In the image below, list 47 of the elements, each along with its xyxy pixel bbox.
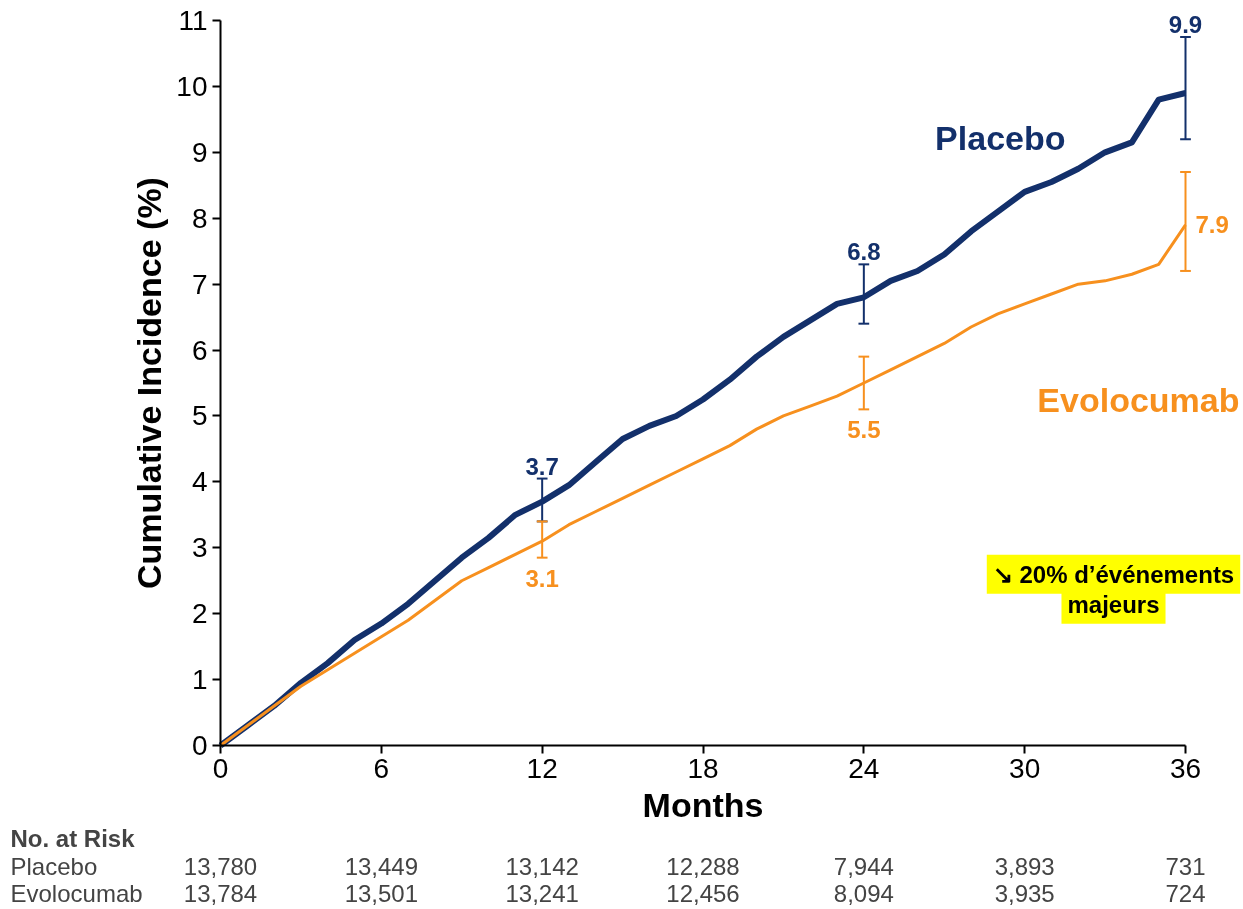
- text: Placebo: [10, 853, 98, 880]
- text: No. at Risk: [10, 825, 136, 852]
- x-tick-label: 0: [212, 752, 229, 784]
- text: 7,944: [833, 853, 894, 880]
- x-tick-label: 6: [373, 752, 390, 784]
- y-tick-label: 4: [191, 466, 208, 498]
- text: 3,935: [994, 880, 1055, 907]
- x-tick-label: 30: [1009, 752, 1041, 784]
- data-label: 3.7: [525, 452, 559, 480]
- series-label: Placebo: [935, 119, 1066, 157]
- text: 13,142: [505, 853, 579, 880]
- annotation: ↘ 20% d’événements majeurs: [992, 560, 1235, 618]
- y-tick-label: 6: [191, 334, 208, 366]
- text: 13,501: [344, 880, 419, 907]
- text: 12,456: [666, 880, 740, 907]
- text: 3,893: [994, 853, 1055, 880]
- y-tick-label: 9: [191, 136, 208, 168]
- data-label: 9.9: [1168, 10, 1203, 38]
- text: 731: [1165, 853, 1206, 880]
- x-tick-label: 24: [848, 752, 880, 784]
- x-tick-label: 36: [1169, 752, 1202, 784]
- text: Evolocumab: [1037, 380, 1240, 419]
- y-tick-label: 11: [178, 5, 208, 36]
- text: Evolocumab: [10, 880, 143, 907]
- y-tick-label: 2: [191, 598, 208, 630]
- data-label: 7.9: [1195, 211, 1229, 239]
- text: 724: [1165, 880, 1206, 907]
- y-tick-label: 8: [191, 202, 208, 234]
- data-label: 3.1: [525, 564, 559, 592]
- y-tick-label: 5: [191, 400, 208, 432]
- text: 13,241: [505, 880, 579, 907]
- y-tick-label: 3: [191, 532, 208, 564]
- x-tick-label: 12: [526, 752, 558, 784]
- data-label: 5.5: [847, 416, 881, 444]
- y-tick-label: 10: [176, 70, 208, 102]
- y-tick-label: 7: [191, 268, 208, 300]
- x-axis-title: Months: [642, 785, 764, 824]
- y-axis-title: Cumulative Incidence (%): [130, 177, 169, 589]
- text: 13,780: [183, 853, 258, 880]
- data-label: 6.8: [847, 238, 881, 266]
- text: 12,288: [666, 853, 740, 880]
- y-tick-label: 0: [191, 730, 208, 761]
- text: 13,449: [344, 853, 419, 880]
- text: 13,784: [183, 880, 258, 907]
- y-tick-label: 1: [191, 664, 208, 696]
- text: 8,094: [833, 880, 894, 907]
- x-tick-label: 18: [687, 752, 719, 784]
